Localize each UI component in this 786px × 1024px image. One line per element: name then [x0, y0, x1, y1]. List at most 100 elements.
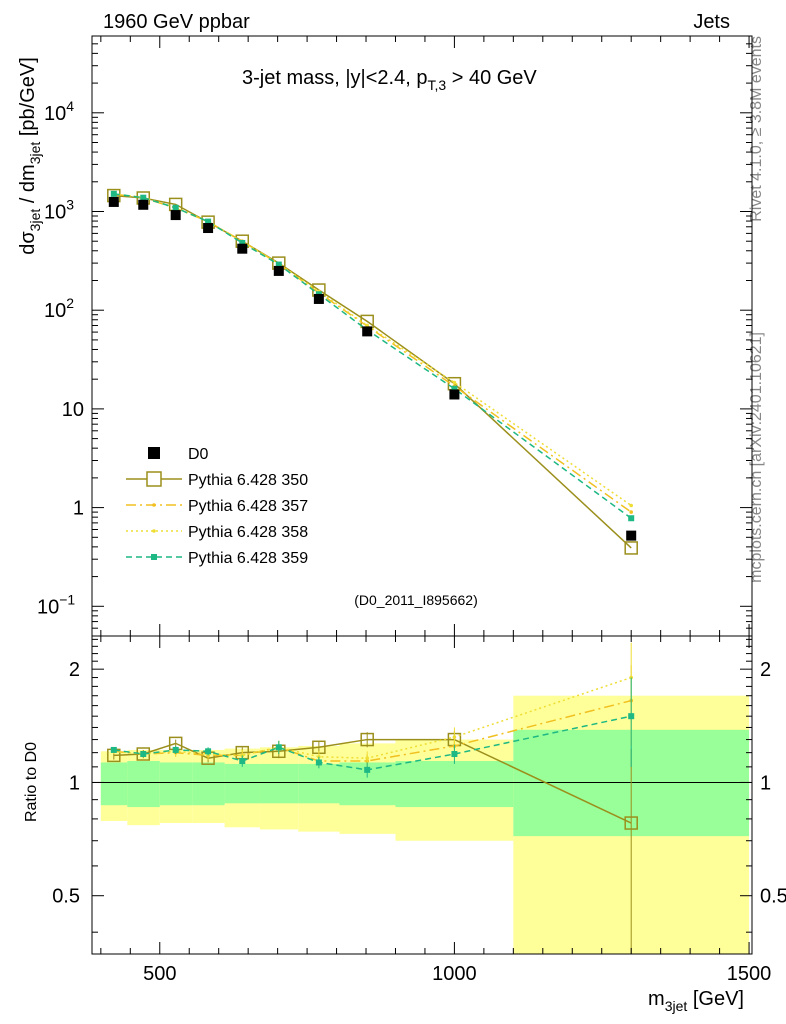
plot-title: 3-jet mass, |y|<2.4, pT,3 > 40 GeV	[242, 67, 537, 93]
y-tick-label: 103	[44, 196, 74, 223]
series-marker	[451, 385, 458, 392]
ratio-marker	[315, 759, 322, 766]
ratio-tick-label-right: 2	[760, 659, 771, 681]
data-point	[237, 243, 248, 254]
data-point	[170, 210, 181, 221]
series-marker	[275, 261, 282, 268]
series-marker	[624, 541, 638, 555]
ratio-marker	[110, 746, 117, 753]
series-marker	[172, 204, 179, 211]
series-marker	[239, 239, 246, 246]
stat-uncertainty-band	[395, 761, 514, 808]
analysis-id: (D0_2011_I895662)	[354, 592, 478, 608]
ratio-marker	[275, 744, 282, 751]
main-frame	[91, 35, 753, 637]
data-point	[273, 265, 284, 276]
main-series-group	[107, 188, 638, 555]
xlabel-tail: [GeV]	[687, 988, 744, 1010]
data-point	[449, 389, 460, 400]
stat-uncertainty-band	[159, 762, 193, 806]
ylabel-pre: dσ	[17, 231, 39, 255]
ratio-marker	[172, 746, 179, 753]
legend-label: Pythia 6.428 359	[188, 550, 308, 567]
legend: D0 Pythia 6.428 350 Pythia 6.428 357 Pythia…	[126, 446, 308, 567]
legend-label: Pythia 6.428 358	[188, 524, 308, 541]
y-tick-base: 10	[62, 399, 84, 421]
ratio-panel: 500 1000 1500 0.5 0.5 1 1 2 2 Ratio to D0	[23, 635, 786, 985]
series-line	[113, 194, 632, 549]
ratio-y-label: Ratio to D0	[23, 742, 40, 822]
y-tick-base: 10	[37, 596, 59, 618]
x-axis-label: m3jet [GeV]	[648, 988, 744, 1014]
legend-label: D0	[188, 446, 209, 463]
ylabel-sub2: 3jet	[27, 142, 43, 165]
series-line	[113, 193, 632, 507]
ratio-tick-label-right: 1	[760, 772, 771, 794]
ylabel-sub1: 3jet	[27, 209, 43, 232]
stat-uncertainty-band	[192, 762, 225, 806]
x-tick-label: 500	[143, 963, 176, 985]
stat-uncertainty-band	[224, 763, 260, 804]
ratio-marker	[628, 713, 635, 720]
data-point	[362, 326, 373, 337]
stat-uncertainty-band	[259, 763, 299, 804]
ratio-tick-label: 2	[69, 659, 80, 681]
ratio-marker	[451, 751, 458, 758]
data-points-group	[108, 196, 637, 541]
data-point	[203, 223, 214, 234]
ratio-axis-ticks: 500 1000 1500 0.5 0.5 1 1 2 2	[52, 636, 786, 985]
legend-marker-data	[148, 447, 160, 459]
data-point	[108, 196, 119, 207]
ratio-marker	[239, 758, 246, 765]
series-marker	[452, 380, 457, 385]
y-tick-label: 10	[62, 399, 84, 421]
legend-marker	[152, 529, 156, 533]
series-line	[113, 193, 632, 519]
ylabel-tail: [pb/GeV]	[17, 57, 39, 142]
y-tick-exponent: 4	[66, 98, 74, 114]
xlabel-sub: 3jet	[665, 998, 688, 1014]
legend-marker	[151, 554, 157, 560]
header-right: Jets	[693, 11, 730, 33]
ratio-marker	[452, 735, 457, 739]
series-marker	[629, 510, 633, 514]
legend-marker	[152, 503, 156, 507]
title-sub: T,3	[427, 77, 446, 93]
y-tick-exponent: 2	[66, 295, 74, 311]
ratio-marker	[205, 748, 212, 755]
x-tick-label: 1000	[432, 963, 477, 985]
ratio-series-group	[107, 642, 638, 954]
series-marker	[205, 218, 212, 225]
y-tick-base: 10	[44, 201, 66, 223]
rivet-label: Rivet 4.1.0, ≥ 3.8M events	[748, 36, 765, 222]
ylabel-mid: / dm	[17, 164, 39, 208]
header-left: 1960 GeV ppbar	[103, 11, 250, 33]
ratio-tick-label-right: 0.5	[760, 886, 786, 908]
stat-uncertainty-band	[298, 763, 340, 804]
x-tick-label: 1500	[727, 963, 772, 985]
data-point	[626, 530, 637, 541]
series-marker	[140, 194, 147, 201]
data-point	[313, 293, 324, 304]
xlabel-main: m	[648, 988, 665, 1010]
legend-marker	[146, 471, 162, 487]
title-tail: > 40 GeV	[446, 67, 537, 89]
y-tick-base: 1	[73, 498, 84, 520]
y-tick-exponent: −1	[59, 591, 75, 607]
legend-label: Pythia 6.428 357	[188, 498, 308, 515]
series-marker	[110, 190, 117, 197]
y-axis-label: dσ3jet / dm3jet [pb/GeV]	[17, 57, 43, 255]
ratio-marker	[140, 751, 147, 758]
stat-uncertainty-band	[127, 761, 160, 808]
data-point	[138, 199, 149, 210]
mcplots-label: mcplots.cern.ch [arXiv:2401.10621]	[748, 332, 765, 583]
ratio-marker	[364, 766, 371, 773]
ratio-bands-group	[92, 695, 752, 954]
stat-uncertainty-band	[100, 762, 128, 806]
y-tick-label: 1	[73, 498, 84, 520]
y-tick-base: 10	[44, 103, 66, 125]
ratio-series-line	[113, 715, 632, 771]
